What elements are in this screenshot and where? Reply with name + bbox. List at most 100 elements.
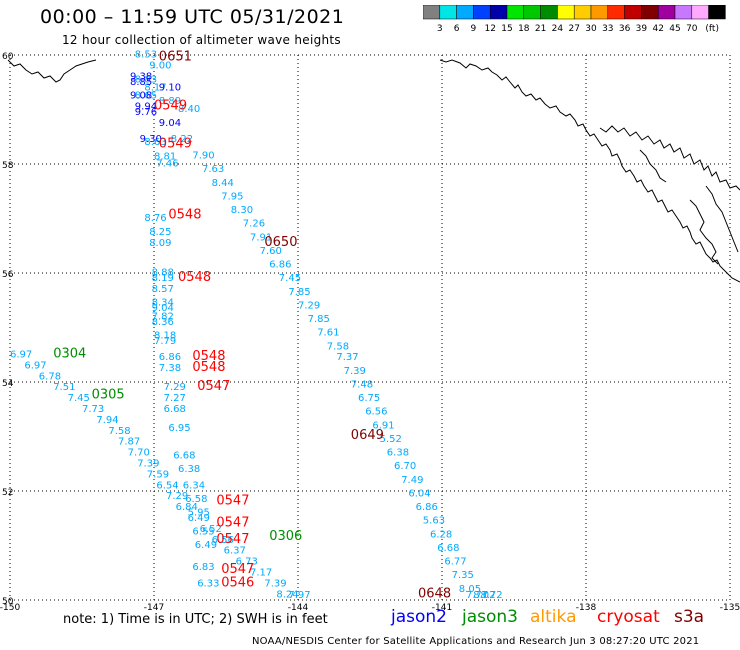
wave-height-value: 7.29 xyxy=(166,491,188,502)
wave-height-value: 8.30 xyxy=(231,205,253,216)
wave-height-value: 8.57 xyxy=(152,284,174,295)
wave-height-value: 7.37 xyxy=(336,352,358,363)
colorbar-label: 42 xyxy=(652,24,663,34)
wave-height-value: 6.95 xyxy=(168,423,190,434)
wave-height-value: 8.89 xyxy=(159,96,181,107)
wave-height-value: 7.49 xyxy=(401,475,423,486)
wave-height-value: 7.77 xyxy=(466,590,488,601)
lon-tick-label: -135 xyxy=(720,603,740,613)
colorbar-label: 9 xyxy=(471,24,477,34)
wave-height-value: 8.02 xyxy=(473,590,495,601)
pass-time-label: 0547 xyxy=(216,532,249,547)
wave-height-value: 6.04 xyxy=(408,488,430,499)
lat-tick-label: 58 xyxy=(2,161,14,171)
wave-height-value: 6.70 xyxy=(394,461,416,472)
wave-height-value: 8.22 xyxy=(171,134,193,145)
colorbar-label: 3 xyxy=(437,24,443,34)
wave-height-value: 9.10 xyxy=(159,82,181,93)
wave-height-value: 8.65 xyxy=(135,91,157,102)
wave-height-value: 6.56 xyxy=(365,407,387,418)
wave-height-value: 7.58 xyxy=(108,426,130,437)
lat-tick-label: 52 xyxy=(2,488,13,498)
wave-height-value: 6.86 xyxy=(159,352,181,363)
colorbar-label: 6 xyxy=(454,24,460,34)
colorbar-label: 18 xyxy=(518,24,530,34)
wave-height-value: 7.27 xyxy=(164,393,186,404)
wave-height-value: 8.72 xyxy=(480,590,502,601)
colorbar-label: 30 xyxy=(585,24,597,34)
pass-time-label: 0305 xyxy=(92,387,125,402)
lon-tick-label: -138 xyxy=(576,603,597,613)
wave-height-value: 8.40 xyxy=(178,104,200,115)
wave-height-value: 6.73 xyxy=(236,557,258,568)
wave-height-value: 7.46 xyxy=(156,159,178,170)
wave-height-value: 7.35 xyxy=(452,570,474,581)
wave-height-value: 7.39 xyxy=(344,366,366,377)
pass-time-label: 0304 xyxy=(53,346,86,361)
wave-height-value: 9.04 xyxy=(159,118,181,129)
wave-height-value: 6.97 xyxy=(24,360,46,371)
wave-height-value: 7.79 xyxy=(154,336,176,347)
colorbar-label: 39 xyxy=(636,24,648,34)
wave-height-value: 6.54 xyxy=(156,480,178,491)
wave-height-value: 6.68 xyxy=(164,404,186,415)
pass-time-label: 0549 xyxy=(154,99,187,114)
wave-height-value: 6.55 xyxy=(192,527,214,538)
coastline-path xyxy=(439,59,740,283)
wave-height-value: 6.91 xyxy=(372,420,394,431)
wave-height-value: 7.61 xyxy=(317,328,339,339)
wave-height-value: 8.44 xyxy=(212,178,234,189)
credit-line: NOAA/NESDIS Center for Satellite Applica… xyxy=(252,636,700,647)
wave-height-value: 7.29 xyxy=(298,300,320,311)
wave-height-value: 7.39 xyxy=(264,578,286,589)
wave-height-value: 7.95 xyxy=(221,191,243,202)
wave-height-value: 9.00 xyxy=(149,61,171,72)
lon-tick-label: -144 xyxy=(288,603,309,613)
wave-height-value: 7.26 xyxy=(243,219,265,230)
footer-note: note: 1) Time is in UTC; 2) SWH is in fe… xyxy=(63,612,328,627)
wave-height-value: 6.97 xyxy=(10,349,32,360)
wave-height-value: 6.28 xyxy=(430,529,452,540)
wave-height-value: 9.38 xyxy=(130,72,152,83)
wave-height-value: 7.59 xyxy=(147,469,169,480)
wave-height-value: 8.05 xyxy=(459,584,481,595)
lat-tick-label: 56 xyxy=(2,270,14,280)
pass-time-label: 0547 xyxy=(221,562,254,577)
legend-jason2: jason2 xyxy=(391,607,447,627)
colorbar-label: 15 xyxy=(501,24,512,34)
colorbar-label: 27 xyxy=(568,24,579,34)
wave-height-value: 6.86 xyxy=(269,260,291,271)
wave-height-value: 8.24 xyxy=(276,589,298,600)
pass-time-label: 0651 xyxy=(159,49,192,64)
wave-height-value: 5.52 xyxy=(380,434,402,445)
wave-height-value: 7.85 xyxy=(308,314,330,325)
wave-height-value: 7.39 xyxy=(137,458,159,469)
colorbar-label: 21 xyxy=(535,24,546,34)
wave-height-value: 6.33 xyxy=(197,578,219,589)
lon-tick-label: -150 xyxy=(0,603,20,613)
colorbar-label: 12 xyxy=(484,24,495,34)
wave-height-value: 8.76 xyxy=(144,213,166,224)
wave-height-value: 9.08 xyxy=(130,91,152,102)
page-subtitle: 12 hour collection of altimeter wave hei… xyxy=(62,33,341,47)
wave-height-value: 6.58 xyxy=(185,494,207,505)
wave-height-value: 7.82 xyxy=(152,311,174,322)
wave-height-value: 7.91 xyxy=(250,232,272,243)
wave-height-value: 7.94 xyxy=(96,415,118,426)
pass-time-label: 0548 xyxy=(192,349,225,364)
wave-height-value: 6.78 xyxy=(39,371,61,382)
wave-height-value: 6.84 xyxy=(176,502,198,513)
page-title: 00:00 – 11:59 UTC 05/31/2021 xyxy=(40,6,345,28)
wave-height-value: 7.87 xyxy=(118,437,140,448)
wave-height-value: 7.29 xyxy=(164,382,186,393)
pass-time-label: 0306 xyxy=(269,529,302,544)
wave-height-value: 8.34 xyxy=(152,298,174,309)
map-grid xyxy=(9,54,731,601)
pass-time-label: 0649 xyxy=(351,428,384,443)
wave-height-value: 8.53 xyxy=(135,50,157,61)
coastline-inland xyxy=(599,125,740,191)
pass-time-label: 0547 xyxy=(216,515,249,530)
lat-tick-label: 50 xyxy=(2,597,14,607)
colorbar-label: 70 xyxy=(686,24,698,34)
